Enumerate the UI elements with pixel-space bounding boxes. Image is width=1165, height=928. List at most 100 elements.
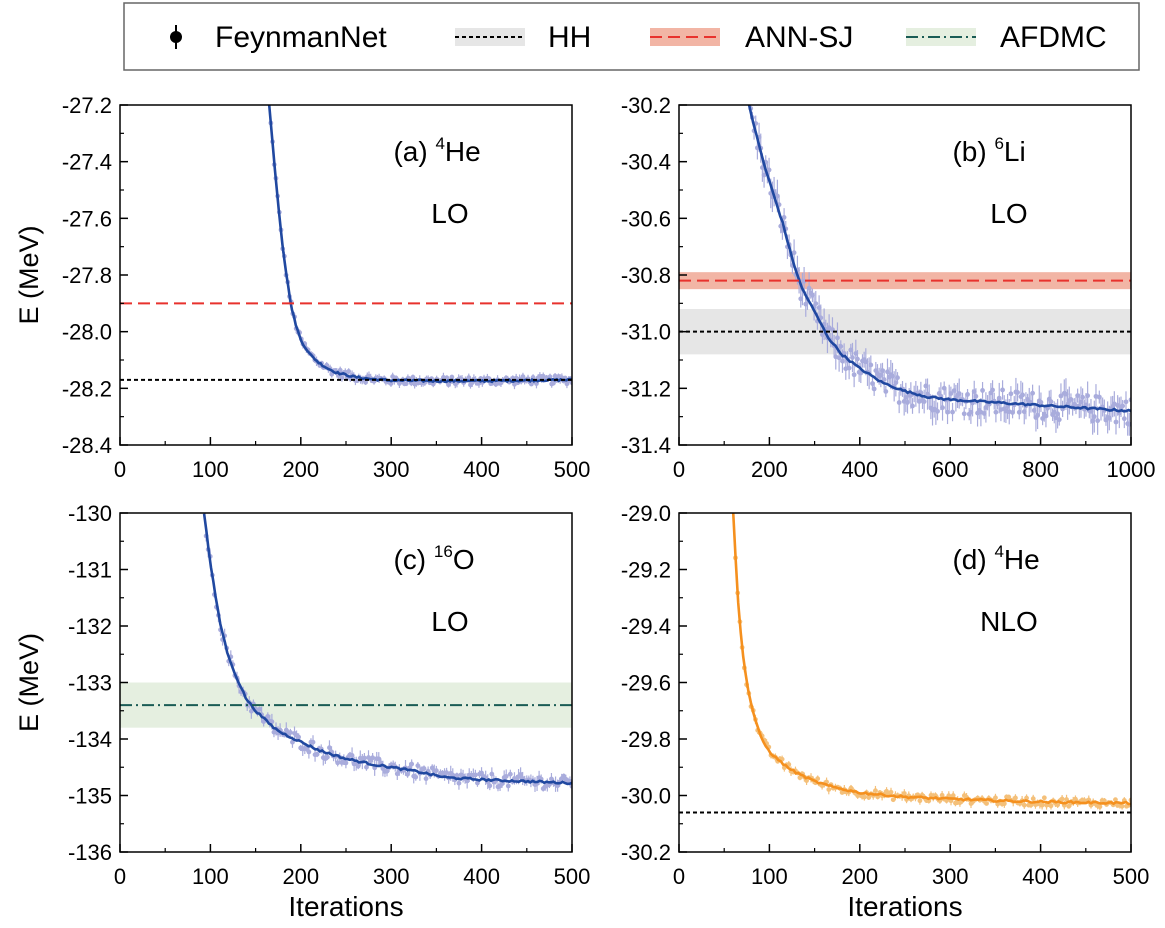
y-axis-label: E (MeV) bbox=[14, 633, 44, 732]
panel-label: (c) 16O bbox=[393, 542, 474, 575]
data-point bbox=[1041, 795, 1047, 801]
x-tick-label: 0 bbox=[673, 864, 685, 889]
data-point bbox=[993, 795, 998, 801]
y-tick-label: -30.2 bbox=[621, 93, 671, 118]
y-tick-label: -28.4 bbox=[62, 433, 112, 458]
data-point bbox=[993, 409, 999, 415]
legend-item-ann-sj: ANN-SJ bbox=[650, 21, 853, 54]
data-point bbox=[950, 409, 955, 415]
data-point bbox=[1119, 803, 1125, 809]
y-tick-label: -136 bbox=[68, 840, 112, 865]
data-point bbox=[836, 355, 842, 361]
x-tick-label: 500 bbox=[554, 457, 591, 482]
data-point bbox=[1058, 393, 1064, 399]
panel-order-label: LO bbox=[990, 198, 1027, 229]
legend-label: AFDMC bbox=[1000, 21, 1107, 54]
data-point bbox=[550, 380, 556, 386]
data-point bbox=[917, 798, 923, 804]
data-point bbox=[384, 768, 390, 774]
data-point bbox=[415, 763, 421, 769]
data-point bbox=[791, 250, 797, 256]
data-point bbox=[1080, 394, 1086, 400]
x-tick-label: 0 bbox=[114, 864, 126, 889]
data-point bbox=[1001, 801, 1007, 807]
data-point bbox=[781, 215, 787, 220]
panel-label: (a) 4He bbox=[393, 134, 480, 167]
data-points bbox=[731, 513, 1131, 811]
data-point bbox=[248, 708, 254, 714]
y-tick-label: -28.0 bbox=[62, 320, 112, 345]
panel-label-element: He bbox=[1004, 544, 1040, 575]
data-point bbox=[813, 301, 819, 307]
data-point bbox=[310, 739, 316, 745]
data-point bbox=[1066, 803, 1072, 809]
panel-label-element: He bbox=[445, 136, 481, 167]
data-point bbox=[1059, 796, 1065, 802]
data-point bbox=[1121, 416, 1127, 422]
data-point bbox=[1038, 399, 1044, 405]
data-point bbox=[1048, 399, 1054, 405]
data-point bbox=[1013, 795, 1018, 801]
x-tick-label: 400 bbox=[463, 864, 500, 889]
data-point bbox=[475, 780, 480, 786]
data-point bbox=[1101, 798, 1107, 804]
data-point bbox=[423, 776, 429, 782]
data-point bbox=[1021, 802, 1027, 808]
data-point bbox=[1020, 392, 1025, 398]
x-tick-label: 400 bbox=[841, 457, 878, 482]
panel-label-superscript: 16 bbox=[434, 542, 453, 561]
y-tick-label: -131 bbox=[68, 558, 112, 583]
panel-label-superscript: 4 bbox=[435, 134, 444, 153]
data-point bbox=[980, 388, 985, 393]
x-tick-label: 100 bbox=[192, 864, 229, 889]
x-tick-label: 300 bbox=[932, 864, 969, 889]
data-point bbox=[896, 400, 902, 405]
x-tick-label: 400 bbox=[1022, 864, 1059, 889]
y-tick-label: -27.2 bbox=[62, 93, 112, 118]
x-tick-label: 500 bbox=[1113, 864, 1150, 889]
data-point bbox=[413, 774, 419, 780]
x-tick-label: 1000 bbox=[1107, 457, 1156, 482]
data-point bbox=[1091, 414, 1097, 420]
data-point bbox=[306, 749, 312, 755]
panel-order-label: LO bbox=[431, 606, 468, 637]
data-point bbox=[826, 787, 832, 792]
axes-frame bbox=[119, 104, 573, 446]
y-tick-label: -30.0 bbox=[621, 784, 671, 809]
data-point bbox=[487, 783, 493, 789]
legend-band-swatch bbox=[650, 28, 720, 46]
plot-area bbox=[679, 105, 1131, 436]
y-tick-label: -30.4 bbox=[621, 150, 671, 175]
plot-area bbox=[120, 105, 572, 390]
data-point bbox=[288, 730, 293, 735]
x-tick-label: 100 bbox=[192, 457, 229, 482]
data-point bbox=[950, 793, 956, 798]
data-point bbox=[871, 386, 877, 392]
data-point bbox=[940, 405, 945, 411]
y-tick-label: -27.4 bbox=[62, 150, 112, 175]
data-point bbox=[973, 393, 979, 399]
data-point bbox=[1008, 391, 1014, 397]
data-point bbox=[965, 392, 970, 397]
data-point bbox=[1056, 417, 1062, 423]
y-tick-label: -29.0 bbox=[621, 501, 671, 526]
data-point bbox=[1030, 796, 1036, 802]
data-point bbox=[984, 801, 989, 806]
data-point bbox=[364, 764, 369, 770]
panel-label: (d) 4He bbox=[952, 542, 1039, 575]
legend-label: FeynmanNet bbox=[215, 21, 387, 54]
data-point bbox=[507, 771, 513, 777]
y-tick-label: -130 bbox=[68, 501, 112, 526]
legend-label: ANN-SJ bbox=[745, 21, 853, 54]
x-tick-label: 300 bbox=[373, 864, 410, 889]
y-tick-label: -27.8 bbox=[62, 263, 112, 288]
data-point bbox=[1095, 418, 1101, 424]
data-point bbox=[499, 781, 505, 787]
data-point bbox=[868, 362, 874, 368]
data-point bbox=[901, 791, 907, 796]
data-point bbox=[349, 753, 355, 758]
data-point bbox=[873, 788, 878, 794]
y-tick-label: -30.6 bbox=[621, 206, 671, 231]
data-point bbox=[850, 355, 855, 360]
series-line-feynmannet bbox=[731, 513, 1131, 806]
